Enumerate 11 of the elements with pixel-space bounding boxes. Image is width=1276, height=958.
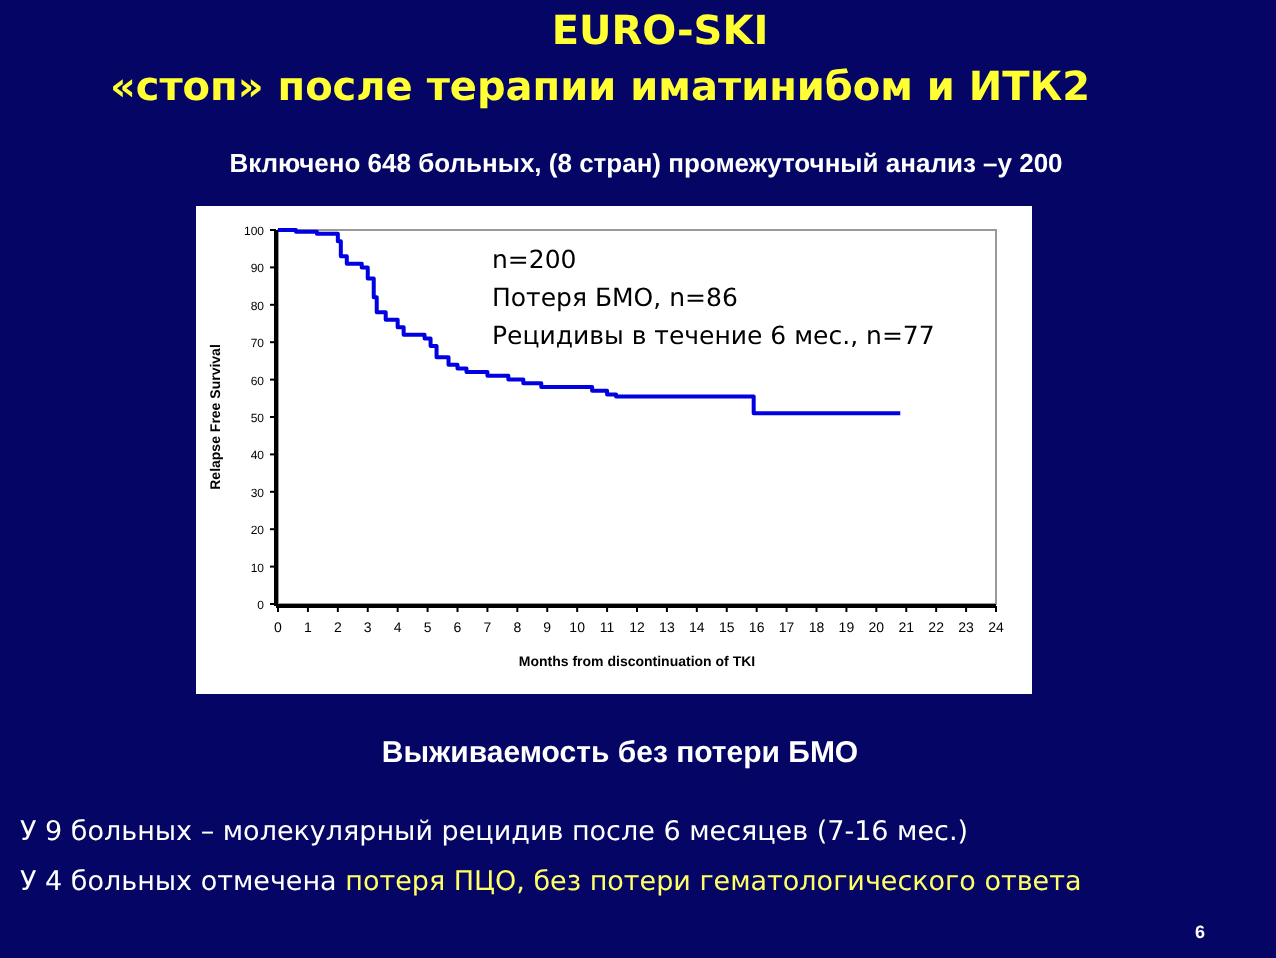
chart-subtitle: «стоп» после терапии иматинибом и ИТК2	[109, 62, 1091, 110]
text: У 4 больных отмечена	[20, 866, 337, 898]
text: Выживаемость без потери БМО	[381, 736, 859, 770]
annotation: Рецидивы в течение 6 мес., n=77	[492, 320, 935, 350]
chart-title: EURO-SKI	[551, 6, 769, 54]
text: 6	[1194, 922, 1206, 942]
annotation: n=200	[492, 244, 577, 274]
text: У 9 больных – молекулярный рецидив после 6 месяцев (7-16 мес.)	[20, 816, 969, 848]
text: потеря ПЦО, без потери гематологического ответа	[336, 866, 1082, 898]
text: Включено 648 больных, (8 стран) промежуточный анализ –у 200	[229, 148, 1063, 178]
annotation: Потеря БМО, n=86	[492, 282, 738, 312]
